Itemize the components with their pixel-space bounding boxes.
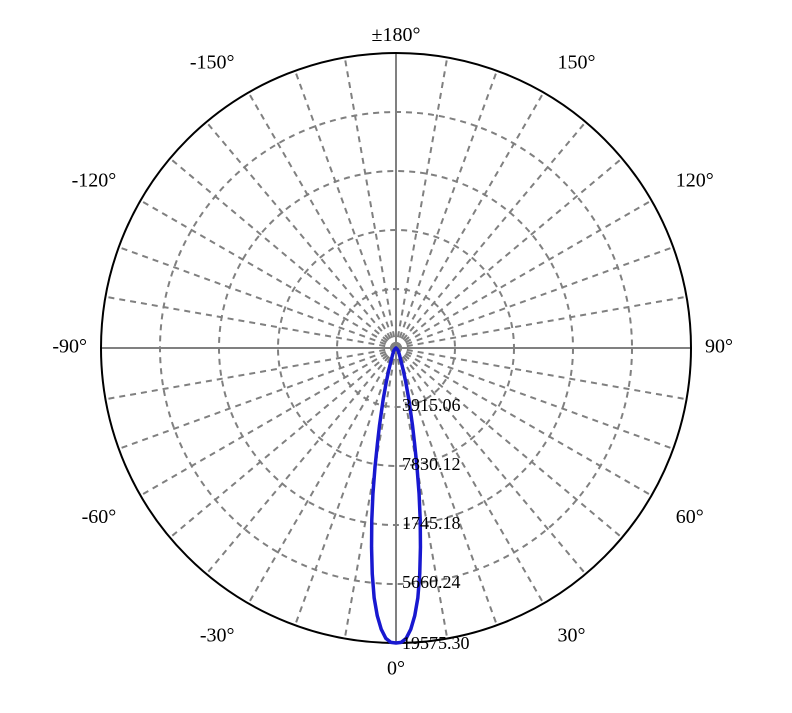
angle-label: 0° — [387, 658, 405, 680]
angle-label: -30° — [200, 624, 235, 646]
radial-label: 3915.06 — [402, 395, 461, 415]
radial-label: 1745.18 — [402, 513, 461, 533]
radial-label: 19575.30 — [402, 633, 470, 653]
angle-label: 120° — [676, 170, 714, 192]
angle-label: 150° — [558, 51, 596, 73]
angle-label: 30° — [558, 624, 586, 646]
angle-label: 60° — [676, 506, 704, 528]
radial-label: 7830.12 — [402, 454, 461, 474]
angle-label: -90° — [52, 336, 87, 358]
polar-chart: 0° 30° 60° 90° 120° 150° ±180° -150° -120° -90° -6… — [0, 0, 792, 713]
angle-label: -60° — [82, 506, 117, 528]
radial-label: 5660.24 — [402, 572, 461, 592]
angle-label: 90° — [705, 336, 733, 358]
angle-label: -120° — [72, 170, 117, 192]
angle-label: ±180° — [372, 24, 421, 46]
angle-label: -150° — [190, 51, 235, 73]
